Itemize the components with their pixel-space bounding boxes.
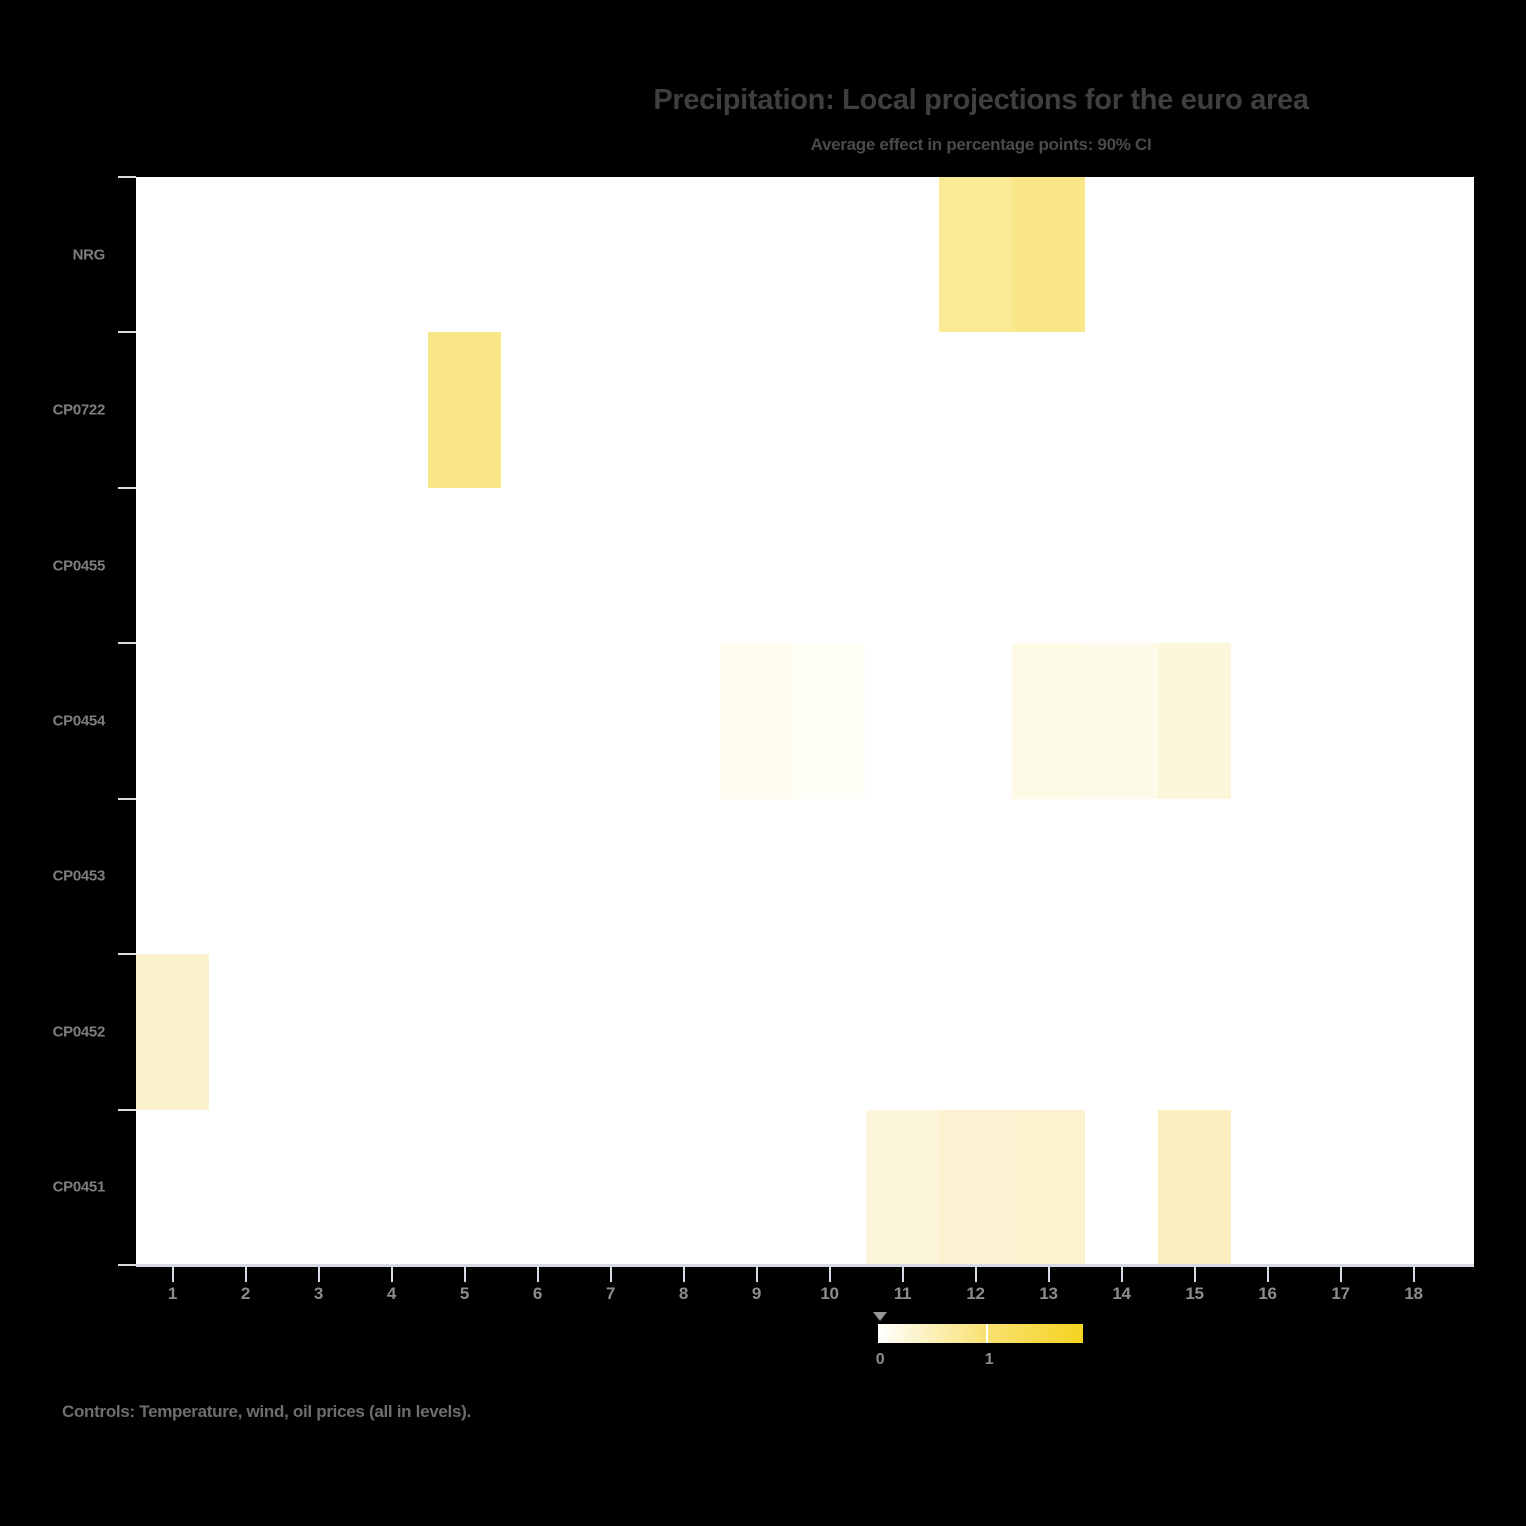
- x-tick: [1266, 1267, 1269, 1282]
- x-axis-label: 14: [1112, 1284, 1131, 1303]
- heatmap-cell: [939, 177, 1012, 333]
- x-axis-label: 16: [1258, 1284, 1277, 1303]
- heatmap-cell: [428, 332, 501, 488]
- x-axis-label: 12: [966, 1284, 985, 1303]
- x-tick: [755, 1267, 758, 1282]
- y-tick: [118, 1108, 136, 1111]
- x-axis-label: 8: [678, 1284, 689, 1303]
- x-axis-label: 17: [1331, 1284, 1350, 1303]
- x-tick: [1339, 1267, 1342, 1282]
- chart-subtitle: Average effect in percentage points: 90%…: [810, 135, 1152, 154]
- colorbar: [878, 1324, 1083, 1343]
- y-tick: [118, 1264, 136, 1266]
- x-tick: [1047, 1267, 1050, 1282]
- heatmap-cell: [1012, 1109, 1085, 1265]
- x-axis-label: 3: [313, 1284, 324, 1303]
- x-tick: [609, 1267, 612, 1282]
- x-axis-label: 15: [1185, 1284, 1204, 1303]
- x-axis-line: [136, 1264, 1474, 1267]
- y-tick: [118, 797, 136, 800]
- heatmap-cell: [939, 1109, 1012, 1265]
- x-axis-label: 7: [605, 1284, 616, 1303]
- x-tick: [828, 1267, 831, 1282]
- y-tick: [118, 953, 136, 956]
- colorbar-zero-marker-icon: [873, 1312, 887, 1321]
- y-tick: [118, 486, 136, 489]
- heatmap-cell: [1085, 643, 1158, 799]
- x-tick: [463, 1267, 466, 1282]
- heatmap-cell: [793, 643, 866, 799]
- chart-title: Precipitation: Local projections for the…: [653, 84, 1309, 116]
- x-axis-label: 11: [893, 1284, 912, 1303]
- x-tick: [171, 1267, 174, 1282]
- x-axis-label: 9: [751, 1284, 762, 1303]
- heatmap-cell: [1012, 643, 1085, 799]
- x-axis-label: 10: [820, 1284, 839, 1303]
- y-axis-label: CP0452: [52, 1023, 106, 1041]
- x-axis-label: 5: [459, 1284, 470, 1303]
- x-axis-label: 2: [240, 1284, 251, 1303]
- y-tick: [118, 176, 136, 178]
- colorbar-tick-line: [986, 1324, 989, 1343]
- x-axis-label: 1: [167, 1284, 178, 1303]
- x-tick: [682, 1267, 685, 1282]
- colorbar-tick-label: 1: [984, 1351, 994, 1368]
- x-axis-label: 18: [1404, 1284, 1423, 1303]
- y-tick: [118, 331, 136, 334]
- x-axis-label: 13: [1039, 1284, 1058, 1303]
- colorbar-tick-label: 0: [875, 1351, 885, 1368]
- y-axis-label: CP0454: [52, 712, 106, 730]
- heatmap-cell: [866, 1109, 939, 1265]
- y-axis-label: NRG: [72, 246, 106, 264]
- y-axis-label: CP0453: [52, 867, 106, 885]
- x-tick: [974, 1267, 977, 1282]
- x-tick: [317, 1267, 320, 1282]
- x-tick: [1193, 1267, 1196, 1282]
- heatmap-cell: [1012, 177, 1085, 333]
- x-tick: [1412, 1267, 1415, 1282]
- y-tick: [118, 642, 136, 645]
- chart-footnote: Controls: Temperature, wind, oil prices …: [62, 1402, 471, 1421]
- x-tick: [1120, 1267, 1123, 1282]
- x-tick: [244, 1267, 247, 1282]
- heatmap-cell: [1158, 1109, 1231, 1265]
- y-axis-label: CP0451: [52, 1178, 106, 1196]
- heatmap-plot-area: [136, 177, 1474, 1265]
- x-tick: [536, 1267, 539, 1282]
- heatmap-cell: [720, 643, 793, 799]
- x-tick: [901, 1267, 904, 1282]
- x-tick: [390, 1267, 393, 1282]
- y-axis-label: CP0722: [52, 401, 106, 419]
- heatmap-cell: [136, 954, 209, 1110]
- x-axis-label: 4: [386, 1284, 397, 1303]
- heatmap-cell: [1158, 643, 1231, 799]
- y-axis-label: CP0455: [52, 557, 106, 575]
- x-axis-label: 6: [532, 1284, 543, 1303]
